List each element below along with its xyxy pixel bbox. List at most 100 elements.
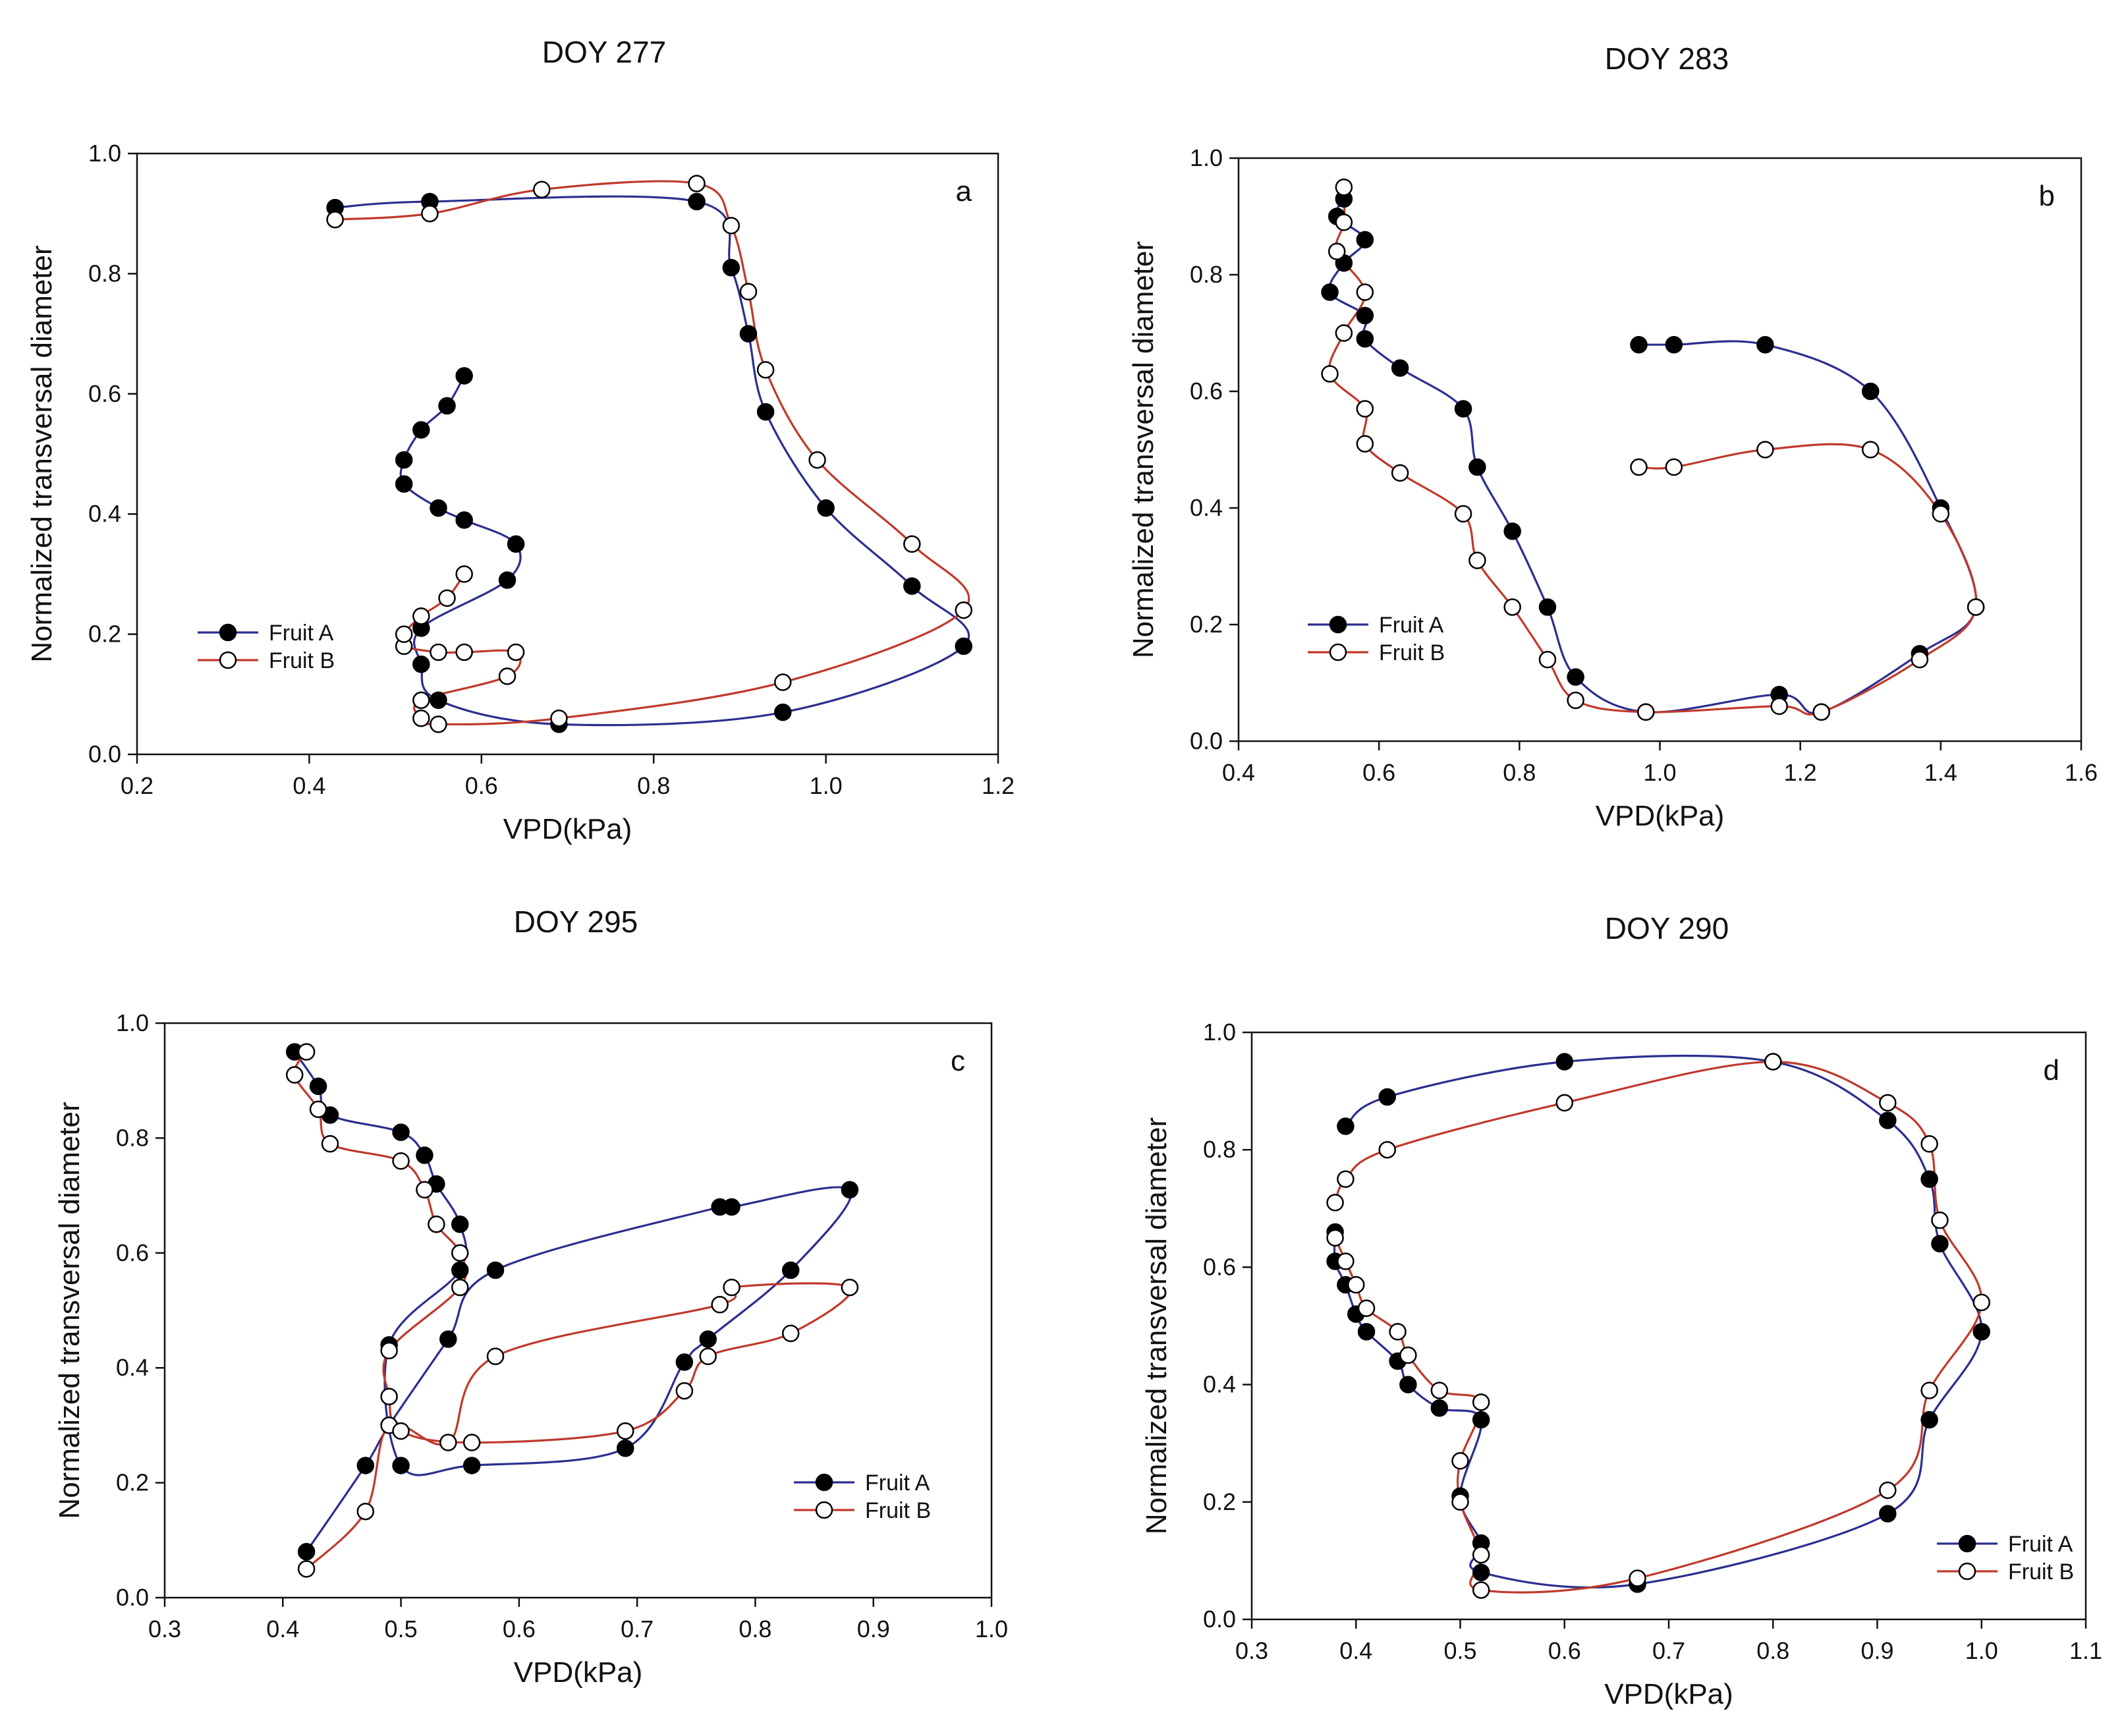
data-point-fruit-a <box>1378 1088 1396 1106</box>
y-tick-label: 0.2 <box>116 1469 149 1496</box>
data-point-fruit-b <box>1356 283 1374 301</box>
data-point-fruit-b <box>1770 697 1788 715</box>
data-point-fruit-a <box>395 451 413 469</box>
plot-frame <box>1250 1031 2087 1621</box>
y-tick-label: 0.6 <box>88 380 121 407</box>
data-point-fruit-a <box>395 475 413 493</box>
x-tick-label: 1.0 <box>1643 759 1676 786</box>
x-tick-label: 1.1 <box>2069 1637 2102 1664</box>
x-tick-label: 0.6 <box>503 1615 536 1642</box>
data-point-fruit-b <box>1356 435 1374 453</box>
y-tick-label: 1.0 <box>1190 144 1223 171</box>
data-point-fruit-b <box>1378 1140 1396 1159</box>
data-point-fruit-b <box>392 1422 410 1440</box>
data-point-fruit-b <box>756 361 775 379</box>
y-tick-label: 0.0 <box>1203 1606 1236 1633</box>
data-point-fruit-a <box>439 1330 457 1348</box>
y-tick-label: 0.2 <box>88 621 121 648</box>
data-point-fruit-b <box>955 601 972 619</box>
x-tick-label: 0.8 <box>1756 1637 1789 1664</box>
data-point-fruit-a <box>841 1181 859 1199</box>
data-point-fruit-b <box>356 1502 375 1521</box>
plot-frame <box>136 152 999 756</box>
data-point-fruit-b <box>1337 1170 1355 1188</box>
legend-marker <box>815 1473 833 1492</box>
data-point-fruit-b <box>1503 598 1521 616</box>
chart-title: DOY 295 <box>514 905 638 939</box>
data-point-fruit-a <box>507 535 525 553</box>
data-point-fruit-b <box>462 1434 481 1451</box>
data-point-fruit-b <box>1337 1252 1355 1270</box>
data-point-fruit-b <box>1430 1382 1449 1399</box>
data-point-fruit-a <box>1337 1117 1355 1135</box>
data-point-fruit-b <box>1665 458 1683 476</box>
data-point-fruit-a <box>309 1077 327 1096</box>
x-tick-label: 1.4 <box>1924 759 1957 786</box>
data-point-fruit-a <box>1862 382 1880 401</box>
data-point-fruit-a <box>1879 1111 1897 1129</box>
data-point-fruit-b <box>285 1066 304 1084</box>
data-point-fruit-b <box>297 1560 316 1578</box>
data-point-fruit-b <box>1389 1323 1407 1341</box>
data-point-fruit-a <box>1538 598 1557 616</box>
data-point-fruit-b <box>1399 1346 1417 1364</box>
data-point-fruit-b <box>1920 1135 1938 1153</box>
y-axis-label: Normalized transversal diameter <box>1127 241 1160 658</box>
legend-marker <box>219 623 237 642</box>
data-point-fruit-b <box>841 1278 859 1297</box>
y-tick-label: 1.0 <box>1203 1019 1236 1046</box>
y-axis-label: Normalized transversal diameter <box>53 1102 86 1519</box>
data-point-fruit-b <box>1812 703 1830 721</box>
data-point-fruit-a <box>412 655 430 673</box>
data-point-fruit-a <box>1665 335 1683 354</box>
data-point-fruit-b <box>533 181 551 198</box>
legend-marker <box>219 651 237 669</box>
x-tick-label: 0.2 <box>121 772 154 799</box>
data-point-fruit-a <box>438 397 456 415</box>
data-point-fruit-b <box>1326 1229 1344 1247</box>
legend-label: Fruit A <box>2008 1532 2073 1557</box>
data-point-fruit-a <box>462 1457 481 1474</box>
y-tick-label: 0.6 <box>1203 1253 1236 1280</box>
legend-marker <box>1958 1534 1976 1553</box>
data-point-fruit-a <box>1472 1563 1490 1581</box>
data-point-fruit-b <box>616 1422 634 1440</box>
data-point-fruit-b <box>781 1324 800 1343</box>
x-tick-label: 0.7 <box>621 1615 654 1642</box>
data-point-fruit-a <box>817 499 835 517</box>
data-point-fruit-b <box>1931 1211 1949 1229</box>
data-point-fruit-b <box>1328 242 1346 260</box>
x-axis-label: VPD(kPa) <box>1596 800 1725 832</box>
legend-marker <box>1329 643 1347 661</box>
data-point-fruit-b <box>438 589 456 607</box>
data-point-fruit-a <box>430 499 447 517</box>
data-point-fruit-b <box>439 1434 457 1451</box>
data-point-fruit-a <box>356 1457 375 1474</box>
data-point-fruit-b <box>380 1341 398 1360</box>
x-tick-label: 0.5 <box>385 1615 418 1642</box>
series-line-fruit-a <box>293 1051 852 1553</box>
chart-title: DOY 283 <box>1605 42 1729 76</box>
data-point-fruit-a <box>1391 359 1409 377</box>
data-point-fruit-b <box>723 1278 741 1297</box>
data-point-fruit-b <box>1335 324 1353 342</box>
legend-label: Fruit B <box>2008 1559 2074 1584</box>
legend-label: Fruit B <box>269 648 335 673</box>
data-point-fruit-a <box>1630 335 1648 354</box>
y-axis-label: Normalized transversal diameter <box>1140 1117 1173 1534</box>
data-point-fruit-a <box>451 1215 469 1233</box>
data-point-fruit-b <box>392 1152 410 1170</box>
data-point-fruit-b <box>412 710 430 727</box>
plot-frame <box>163 1022 993 1599</box>
y-tick-label: 0.8 <box>116 1124 149 1151</box>
x-tick-label: 0.9 <box>857 1615 890 1642</box>
data-point-fruit-a <box>723 1198 741 1216</box>
x-tick-label: 1.2 <box>982 772 1015 799</box>
data-point-fruit-b <box>1356 400 1374 418</box>
data-point-fruit-b <box>774 673 792 691</box>
x-axis-label: VPD(kPa) <box>1604 1678 1733 1710</box>
data-point-fruit-b <box>1326 1194 1344 1212</box>
chart-title: DOY 277 <box>542 35 666 69</box>
data-point-fruit-a <box>616 1440 634 1457</box>
data-point-fruit-b <box>321 1134 339 1153</box>
